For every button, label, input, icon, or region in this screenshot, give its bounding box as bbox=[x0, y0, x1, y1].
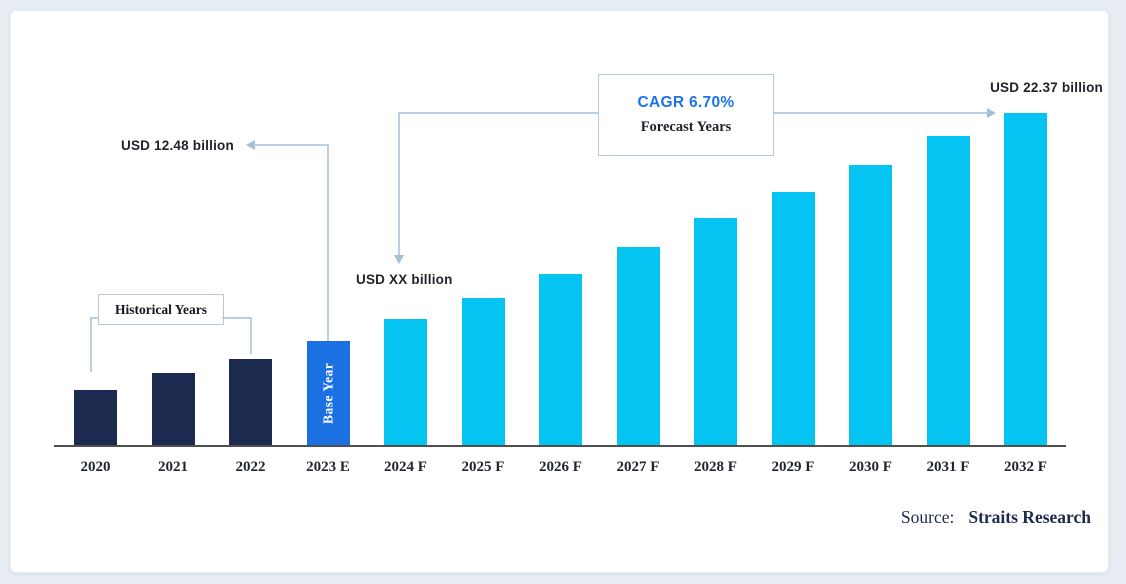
base-year-label: Base Year bbox=[320, 362, 335, 424]
usd-22-37-label: USD 22.37 billion bbox=[990, 80, 1103, 95]
forecast-connector-vertical bbox=[398, 112, 400, 255]
arrow-left-icon bbox=[246, 140, 255, 150]
forecast-connector-right bbox=[772, 112, 987, 114]
source-label: Source: bbox=[900, 507, 955, 527]
historical-bracket-left-stub bbox=[90, 317, 98, 319]
cagr-value: CAGR 6.70% bbox=[637, 94, 735, 111]
cagr-box: CAGR 6.70% Forecast Years bbox=[598, 74, 774, 156]
bar-2027-F bbox=[616, 247, 660, 445]
bar-2022 bbox=[229, 359, 272, 445]
chart-card: USD 12.48 billion CAGR 6.70% Forecast Ye… bbox=[10, 10, 1109, 573]
x-axis-label-2020: 2020 bbox=[80, 459, 111, 475]
forecast-connector-left bbox=[398, 112, 598, 114]
x-axis-label-2027-F: 2027 F bbox=[616, 459, 660, 475]
source-name: Straits Research bbox=[968, 507, 1091, 527]
bar-2023-E: Base Year bbox=[306, 341, 350, 445]
x-axis-label-2022: 2022 bbox=[235, 459, 266, 475]
historical-bracket-right-drop bbox=[250, 317, 252, 354]
bar-2028-F bbox=[694, 218, 737, 445]
x-axis-label-2023-E: 2023 E bbox=[306, 459, 350, 475]
x-axis-label-2024-F: 2024 F bbox=[384, 459, 427, 475]
x-axis-label-2030-F: 2030 F bbox=[849, 459, 892, 475]
x-axis-label-2029-F: 2029 F bbox=[771, 459, 815, 475]
bar-2025-F bbox=[461, 298, 505, 445]
x-axis-label-2031-F: 2031 F bbox=[926, 459, 970, 475]
bar-2024-F bbox=[384, 319, 427, 445]
x-axis-label-2028-F: 2028 F bbox=[694, 459, 737, 475]
source-line: Source: Straits Research bbox=[651, 507, 1091, 528]
base-year-connector-horizontal bbox=[254, 144, 329, 146]
x-axis-label-2021: 2021 bbox=[158, 459, 188, 475]
x-axis-line bbox=[54, 445, 1066, 447]
x-axis-label-2026-F: 2026 F bbox=[539, 459, 582, 475]
bar-2030-F bbox=[849, 165, 892, 445]
historical-years-box: Historical Years bbox=[98, 294, 224, 325]
arrow-right-icon bbox=[987, 108, 996, 118]
bar-2032-F bbox=[1004, 113, 1047, 445]
historical-bracket-left-drop bbox=[90, 317, 92, 372]
forecast-years-label: Forecast Years bbox=[640, 119, 732, 135]
usd-xx-label: USD XX billion bbox=[356, 272, 453, 287]
bar-2020 bbox=[74, 390, 117, 445]
usd-12-48-label: USD 12.48 billion bbox=[121, 138, 234, 153]
x-axis-label-2032-F: 2032 F bbox=[1004, 459, 1047, 475]
arrow-down-icon bbox=[394, 255, 404, 264]
historical-bracket-right-stub bbox=[222, 317, 252, 319]
bar-2021 bbox=[151, 373, 195, 445]
bar-2029-F bbox=[771, 192, 815, 445]
x-axis-label-2025-F: 2025 F bbox=[461, 459, 505, 475]
bar-2031-F bbox=[926, 136, 970, 445]
bar-2026-F bbox=[539, 274, 582, 445]
historical-years-label: Historical Years bbox=[114, 301, 208, 317]
base-year-connector-vertical bbox=[327, 144, 329, 342]
